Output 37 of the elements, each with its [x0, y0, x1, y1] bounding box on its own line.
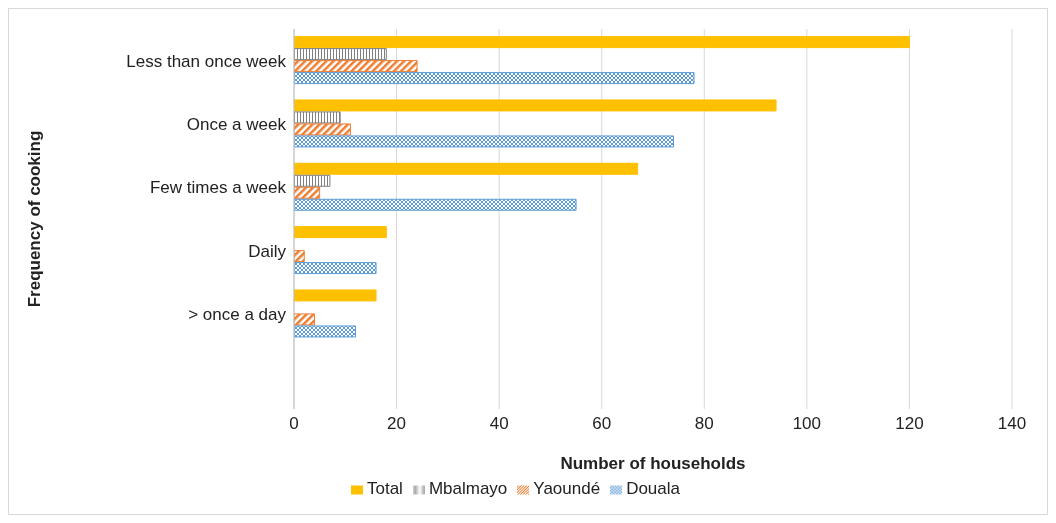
bar	[294, 226, 387, 239]
bar	[294, 262, 377, 275]
y-axis-title: Frequency of cooking	[25, 130, 45, 308]
legend-label: Mbalmayo	[428, 479, 508, 498]
bar	[294, 250, 305, 263]
x-tick-label: 0	[289, 414, 299, 434]
bar	[294, 289, 377, 302]
bar	[294, 162, 639, 175]
bar	[294, 99, 777, 112]
bar	[294, 123, 351, 136]
bar	[294, 174, 331, 187]
x-tick-label: 20	[387, 414, 407, 434]
legend-label: Douala	[626, 479, 681, 498]
bar	[294, 72, 695, 85]
bar	[294, 60, 418, 73]
bar	[294, 48, 387, 61]
x-tick-label: 40	[489, 414, 509, 434]
bar	[294, 198, 577, 211]
x-tick-label: 80	[694, 414, 714, 434]
bar	[294, 36, 910, 49]
y-tick-label: Less than once week	[126, 51, 287, 71]
legend-label: Total	[366, 479, 403, 498]
y-tick-label: Daily	[248, 241, 287, 261]
legend-label: Yaoundé	[533, 479, 601, 498]
y-tick-label: Few times a week	[149, 178, 287, 198]
x-tick-label: 120	[895, 414, 924, 434]
bar	[294, 325, 357, 338]
x-tick-label: 140	[997, 414, 1027, 434]
bar	[294, 313, 316, 326]
x-tick-label: 100	[792, 414, 822, 434]
bar	[294, 135, 675, 148]
bar	[294, 111, 341, 124]
bar	[294, 186, 321, 199]
y-tick-label: > once a day	[188, 305, 287, 325]
y-tick-label: Once a week	[186, 115, 287, 135]
x-tick-label: 60	[592, 414, 612, 434]
x-axis-title: Number of households	[560, 454, 746, 473]
